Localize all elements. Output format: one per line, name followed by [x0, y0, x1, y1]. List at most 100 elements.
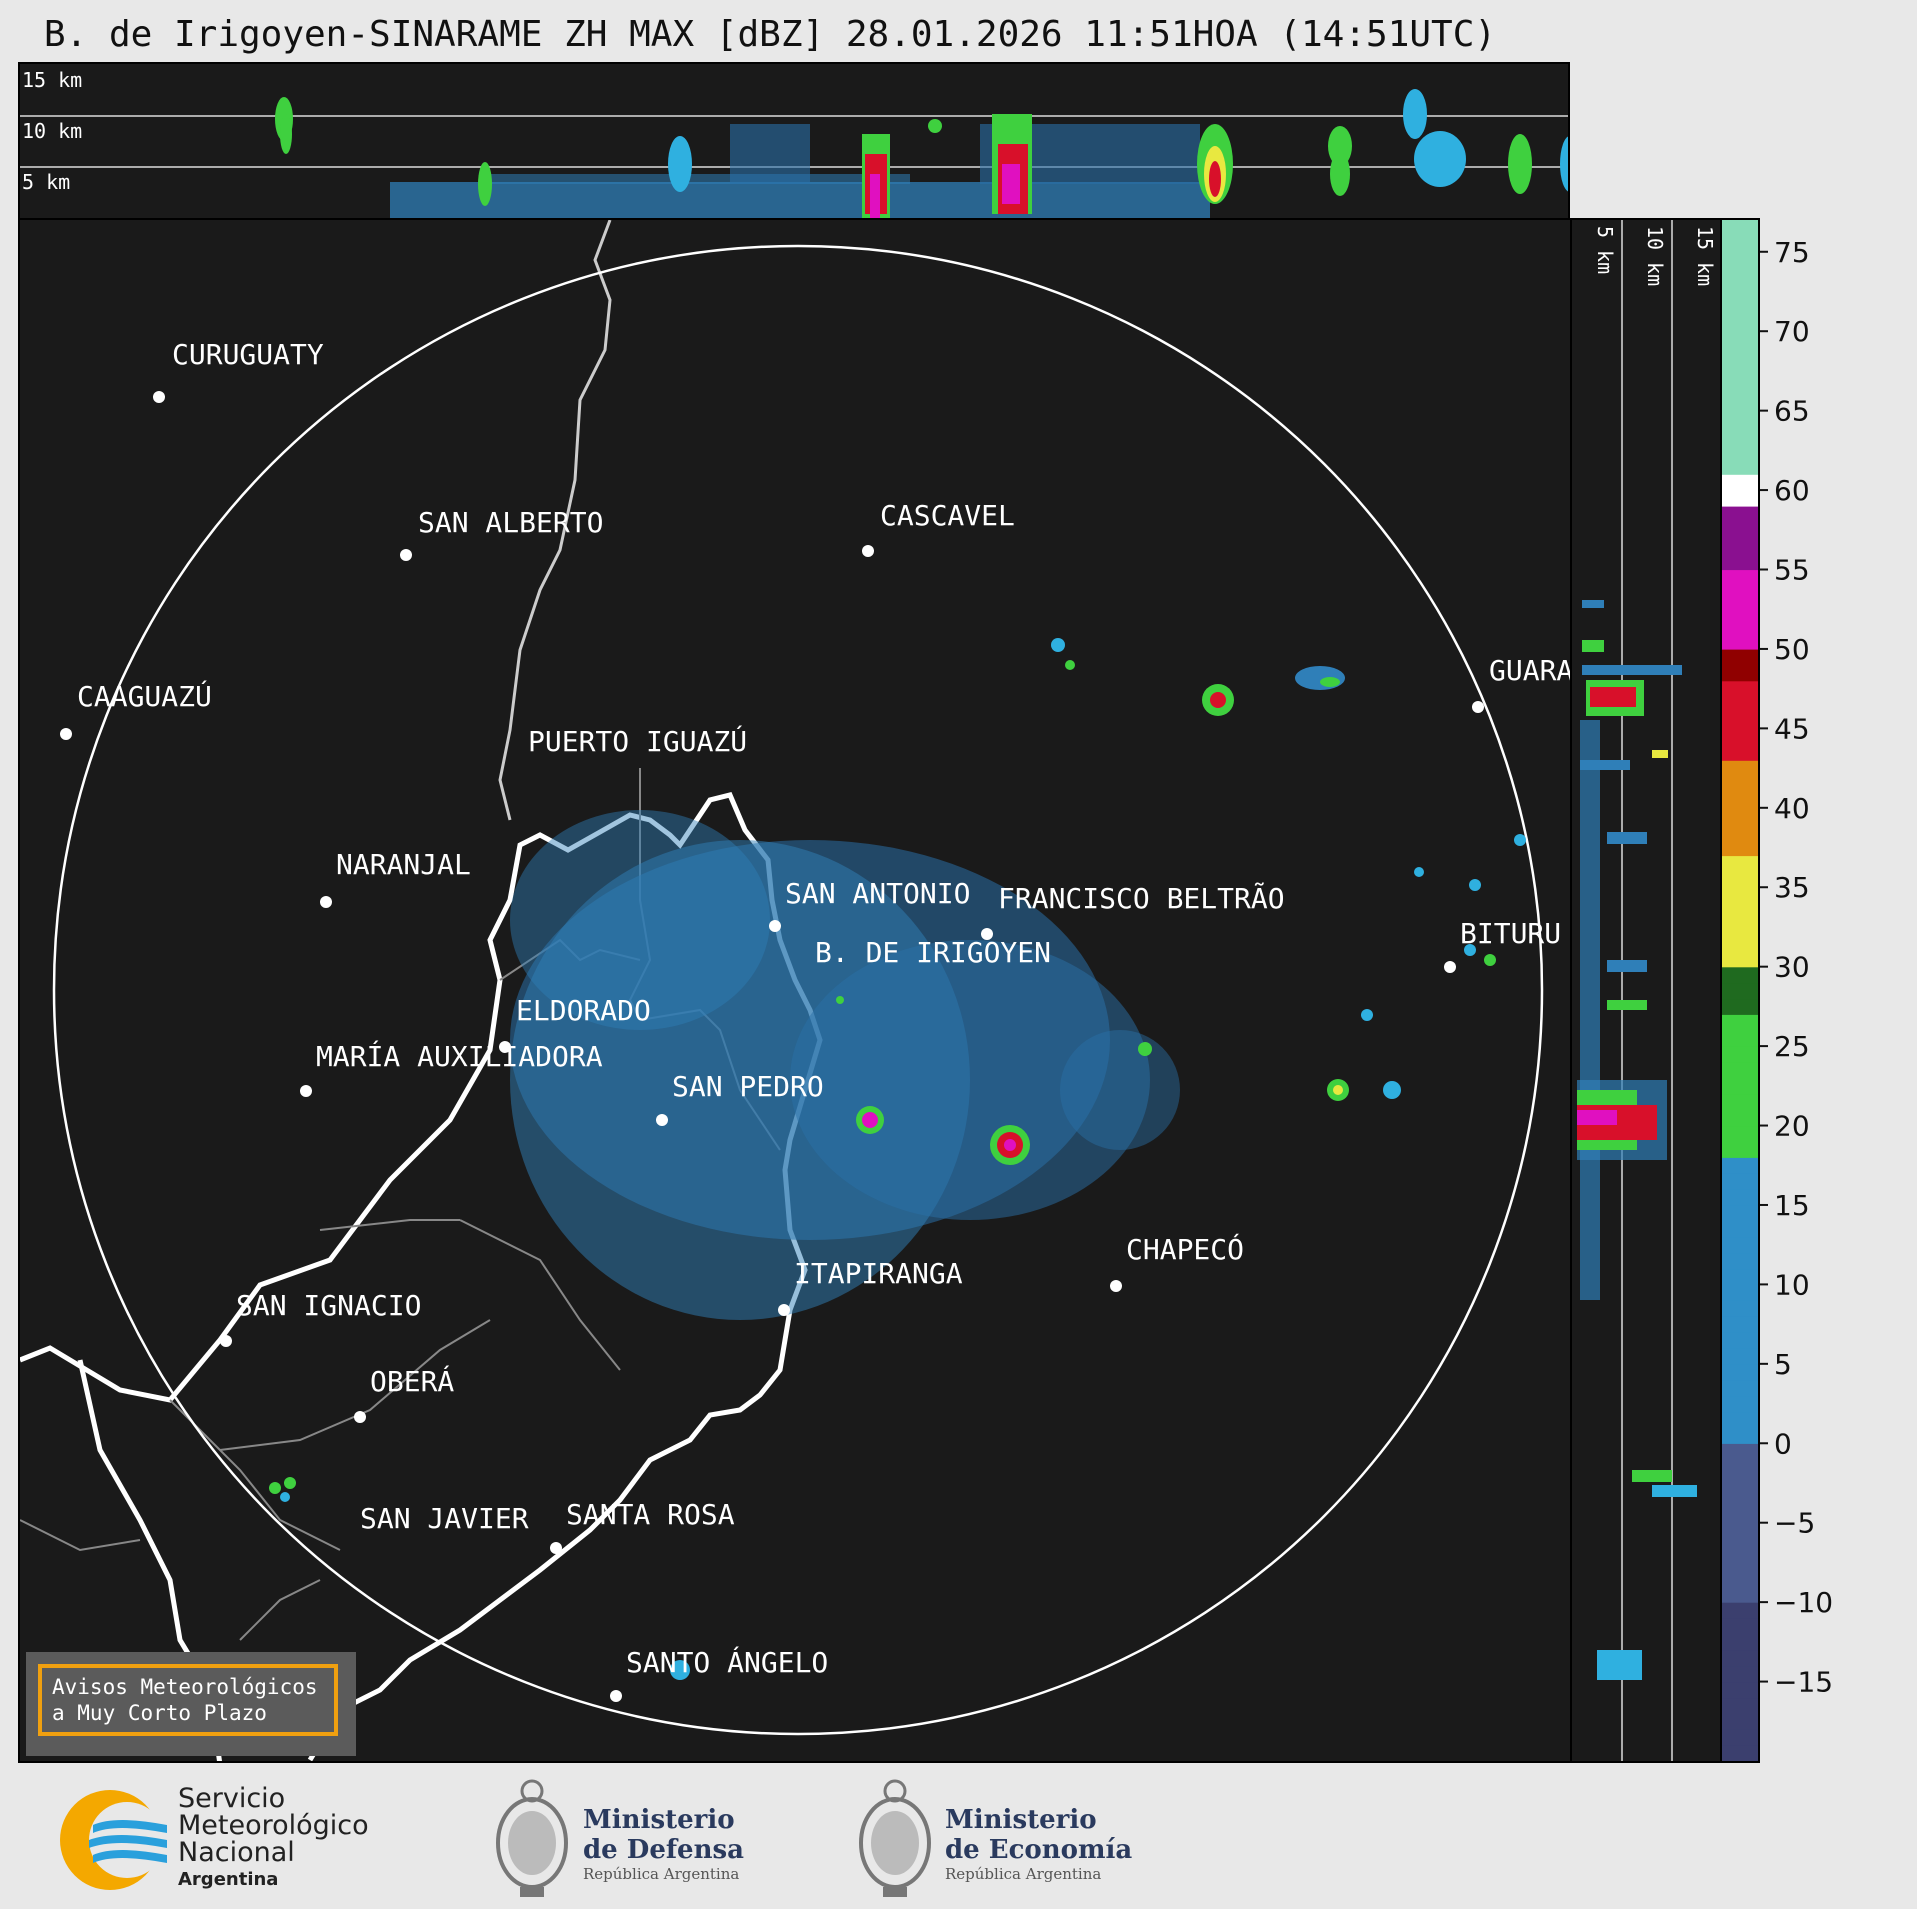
height-label-5: 5 km — [22, 170, 70, 194]
radar-echoes — [269, 638, 1526, 1680]
colorbar-segment — [1722, 934, 1758, 952]
radar-map: CURUGUATY SAN ALBERTO CASCAVEL CAAGUAZÚ … — [18, 218, 1572, 1763]
colorbar-segment — [1722, 1220, 1758, 1238]
colorbar-tick-label: 20 — [1774, 1110, 1810, 1143]
city-san-alberto — [400, 535, 412, 568]
colorbar-segment — [1722, 442, 1758, 459]
colorbar-tick-label: 25 — [1774, 1030, 1810, 1063]
colorbar-segment — [1722, 1681, 1758, 1699]
colorbar-segment — [1722, 648, 1758, 666]
city-caaguazu — [60, 714, 72, 747]
colorbar-segment — [1722, 537, 1758, 555]
top-cross-section: 15 km 10 km 5 km — [20, 68, 1568, 218]
city-label-b-de-irigoyen: B. DE IRIGOYEN — [815, 936, 1052, 969]
colorbar-segment — [1722, 601, 1758, 618]
colorbar-segment — [1722, 267, 1758, 285]
colorbar-segment — [1722, 1141, 1758, 1158]
colorbar-segment — [1722, 696, 1758, 714]
city-label-san-antonio: SAN ANTONIO — [785, 877, 971, 910]
colorbar-segment — [1722, 1332, 1758, 1349]
page-title: B. de Irigoyen-SINARAME ZH MAX [dBZ] 28.… — [43, 14, 1497, 55]
height-label-10: 10 km — [22, 119, 82, 143]
colorbar-segment — [1722, 807, 1758, 825]
colorbar-segment — [1722, 728, 1758, 745]
city-label-bituru: BITURU — [1460, 917, 1562, 950]
city-label-chapeco: CHAPECÓ — [1126, 1233, 1245, 1266]
smn-logo-icon — [60, 1790, 167, 1890]
side-height-10: 10 km — [1643, 226, 1667, 286]
colorbar-segment — [1722, 839, 1758, 857]
colorbar-tick-label: 60 — [1774, 474, 1810, 507]
side-height-15: 15 km — [1693, 226, 1717, 286]
colorbar-segment — [1722, 1062, 1758, 1079]
city-label-itapiranga: ITAPIRANGA — [794, 1257, 963, 1290]
colorbar-segment — [1722, 585, 1758, 602]
height-label-15: 15 km — [22, 68, 82, 92]
colorbar-segment — [1722, 1411, 1758, 1428]
colorbar-segment — [1722, 1697, 1758, 1714]
colorbar-segment — [1722, 410, 1758, 428]
colorbar-segment — [1722, 744, 1758, 761]
colorbar-segment — [1722, 1729, 1758, 1746]
colorbar-segment — [1722, 521, 1758, 539]
colorbar-segment — [1722, 1745, 1758, 1762]
colorbar-tick-label: 40 — [1774, 792, 1810, 825]
city-san-antonio — [769, 906, 781, 939]
colorbar-segment — [1722, 1284, 1758, 1301]
colorbar-segment — [1722, 1570, 1758, 1587]
defensa-seal-icon — [496, 1779, 568, 1897]
colorbar-segment — [1722, 871, 1758, 888]
colorbar-tick-label: 35 — [1774, 871, 1810, 904]
city-naranjal — [320, 882, 332, 915]
colorbar-segment — [1722, 283, 1758, 300]
colorbar-segment — [1722, 1077, 1758, 1095]
colorbar-segment — [1722, 347, 1758, 364]
city-guara — [1472, 687, 1484, 720]
smn-line3: Nacional — [178, 1837, 295, 1868]
economia-line2: de Economía — [945, 1835, 1133, 1865]
colorbar-segment — [1722, 569, 1758, 586]
top-height-panel: 15 km 10 km 5 km — [18, 62, 1570, 220]
colorbar-segment — [1722, 1125, 1758, 1142]
colorbar-tick-label: 55 — [1774, 554, 1810, 587]
smn-line2: Meteorológico — [178, 1810, 369, 1841]
city-francisco-beltrao — [981, 914, 993, 947]
aviso-line2: a Muy Corto Plazo — [52, 1701, 267, 1725]
city-santo-angelo — [610, 1676, 622, 1709]
city-label-guara: GUARA — [1489, 654, 1572, 687]
city-label-eldorado: ELDORADO — [516, 994, 651, 1027]
colorbar-segment — [1722, 506, 1758, 523]
smn-line1: Servicio — [178, 1783, 286, 1814]
colorbar-tick-label: 75 — [1774, 236, 1810, 269]
defensa-line1: Ministerio — [583, 1805, 735, 1835]
colorbar-segment — [1722, 1475, 1758, 1492]
colorbar-tick-label: −5 — [1774, 1507, 1815, 1540]
colorbar-segment — [1722, 1014, 1758, 1031]
colorbar-segment — [1722, 1649, 1758, 1667]
colorbar-tick-label: 0 — [1774, 1427, 1792, 1460]
city-eldorado — [499, 1027, 511, 1060]
colorbar-segment — [1722, 1443, 1758, 1460]
colorbar-tick-label: 5 — [1774, 1348, 1792, 1381]
colorbar-segment — [1722, 633, 1758, 650]
colorbar-segment — [1722, 331, 1758, 348]
right-height-panel: 5 km 10 km 15 km — [1570, 218, 1722, 1763]
colorbar-segment — [1722, 490, 1758, 507]
colorbar-segment — [1722, 458, 1758, 475]
colorbar-segment — [1722, 1189, 1758, 1206]
colorbar-segment — [1722, 1173, 1758, 1190]
colorbar-segment — [1722, 1395, 1758, 1413]
defensa-line2: de Defensa — [583, 1835, 744, 1865]
smn-line4: Argentina — [178, 1869, 279, 1890]
colorbar-segment — [1722, 1363, 1758, 1381]
colorbar-segment — [1722, 1522, 1758, 1540]
colorbar-tick-label: 50 — [1774, 633, 1810, 666]
colorbar-segment — [1722, 1157, 1758, 1174]
colorbar-segment — [1722, 776, 1758, 793]
city-san-pedro — [656, 1100, 668, 1133]
colorbar-segment — [1722, 712, 1758, 729]
colorbar-tick-label: −10 — [1774, 1586, 1833, 1619]
city-label-obera: OBERÁ — [370, 1365, 455, 1398]
colorbar-tick-label: 30 — [1774, 951, 1810, 984]
